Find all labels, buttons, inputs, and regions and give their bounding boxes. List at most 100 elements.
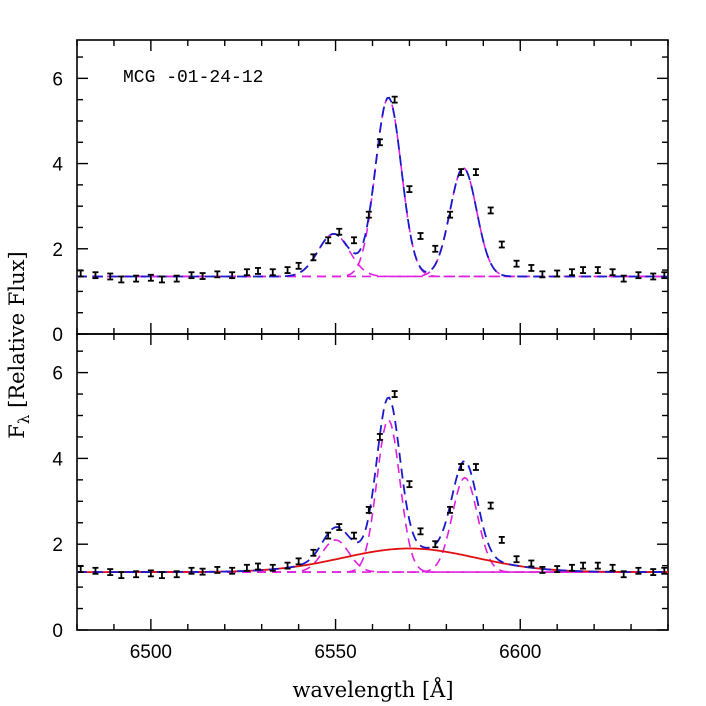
panel1-data-point [336, 523, 343, 531]
panel0-data-point [620, 274, 627, 283]
panel1-data-point [107, 568, 114, 576]
panel0-data-point [188, 271, 195, 280]
panel1-data-point [214, 566, 221, 574]
panel1-data-point [528, 559, 535, 568]
panel0-data-point [513, 259, 520, 268]
panel1-data-point [432, 540, 439, 549]
panel0-data-point [447, 210, 454, 219]
panel1-data-point [77, 565, 84, 573]
panel1-data-point [351, 531, 358, 540]
panel0-data-point [580, 266, 587, 274]
panel1-total-fit-curve [77, 396, 668, 573]
y-axis-title: Fλ [Relative Flux] [5, 251, 33, 438]
panel0-data-point [284, 266, 291, 274]
panel1-data-point [650, 568, 657, 576]
panel1-data-point [133, 570, 140, 579]
panel1-data-point [417, 527, 424, 536]
panel1-broad-component-curve [77, 547, 668, 573]
panel1-data-point [199, 567, 206, 576]
panel0-y-tick-label: 0 [52, 325, 63, 346]
panel0-component-curve [77, 166, 668, 278]
panel1-data-point [243, 563, 250, 572]
panel0-data-point [472, 168, 479, 176]
panel1-data-point [391, 390, 398, 398]
panel0-y-tick-label: 2 [52, 240, 63, 261]
panel0-data-point [487, 206, 494, 215]
panel0-data-point [92, 271, 99, 280]
panel1-data-point [229, 566, 236, 575]
object-name-label: MCG -01-24-12 [123, 68, 263, 88]
panel1-data-point [406, 480, 413, 489]
panel0-component-curve [77, 233, 668, 278]
panel0-data-point [310, 253, 317, 262]
panel0-y-tick-label: 6 [52, 69, 63, 90]
panel0-data-point [528, 264, 535, 272]
panel0-data-point [635, 271, 642, 280]
panel0-data-point [554, 269, 561, 278]
panel0-data-point [539, 270, 546, 279]
panel1-data-point [118, 571, 125, 579]
panel0-data-point [351, 236, 358, 245]
panel0-data-point [432, 244, 439, 253]
panel1-data-point [620, 570, 627, 579]
panel0-data-point [107, 272, 114, 281]
panel0-data-point [214, 270, 221, 279]
panel1-data-point [635, 566, 642, 575]
panel1-data-point [92, 566, 99, 575]
panel0-data-point [77, 269, 84, 278]
panel0-data-point [269, 268, 276, 277]
bottom-panel: 0 2 4 6 [52, 333, 669, 642]
panel0-data-point [568, 268, 575, 277]
panel1-data-point [568, 563, 575, 572]
panel1-data-point [580, 561, 587, 570]
panel1-data-point [173, 570, 180, 579]
panel1-data-point [661, 566, 668, 575]
panel1-y-tick-label: 0 [52, 621, 63, 642]
panel1-data-point [594, 561, 601, 570]
panel0-data-point [650, 272, 657, 281]
panel0-data-point [133, 274, 140, 283]
panel1-plot-area [77, 390, 668, 579]
panel0-data-point [376, 138, 383, 147]
panel0-data-point [158, 275, 165, 284]
panel0-data-point [229, 271, 236, 280]
panel1-y-tick-label: 2 [52, 535, 63, 556]
panel0-data-point [173, 274, 180, 283]
panel0-data-point [406, 185, 413, 194]
panel1-data-point [269, 563, 276, 572]
panel1-data-point [158, 571, 165, 579]
panel0-data-point [365, 210, 372, 219]
panel0-data-point [199, 272, 206, 280]
panel0-plot-area [77, 95, 668, 284]
panel1-data-point [487, 501, 494, 510]
x-tick-label: 6600 [499, 642, 541, 663]
panel0-total-fit-curve [77, 96, 668, 278]
panel0-data-point [458, 168, 465, 176]
panel0-y-tick-label: 4 [52, 155, 63, 176]
panel0-data-point [254, 267, 261, 275]
panel0-data-point [594, 266, 601, 274]
panel0-data-point [661, 271, 668, 280]
panel1-data-point [513, 555, 520, 564]
panel0-data-point [147, 273, 154, 282]
x-axis-title: wavelength [Å] [292, 677, 453, 702]
panel1-data-point [365, 505, 372, 514]
x-tick-label: 6500 [130, 642, 172, 663]
panel0-data-point [417, 232, 424, 240]
panel1-data-point [498, 536, 505, 544]
panel1-data-point [310, 548, 317, 557]
panel0-data-point [391, 95, 398, 104]
panel1-data-point [472, 463, 479, 471]
panel1-y-tick-label: 4 [52, 449, 63, 470]
panel1-data-point [295, 557, 302, 566]
panel1-data-point [539, 566, 546, 574]
panel0-data-point [336, 227, 343, 236]
panel1-data-point [325, 531, 332, 540]
panel0-data-point [609, 268, 616, 277]
top-panel: 0 2 4 6 MCG -01-24-12 [52, 39, 669, 346]
x-tick-label: 6550 [314, 642, 356, 663]
panel0-data-point [498, 240, 505, 249]
panel1-data-point [609, 563, 616, 572]
panel1-data-point [458, 463, 465, 471]
